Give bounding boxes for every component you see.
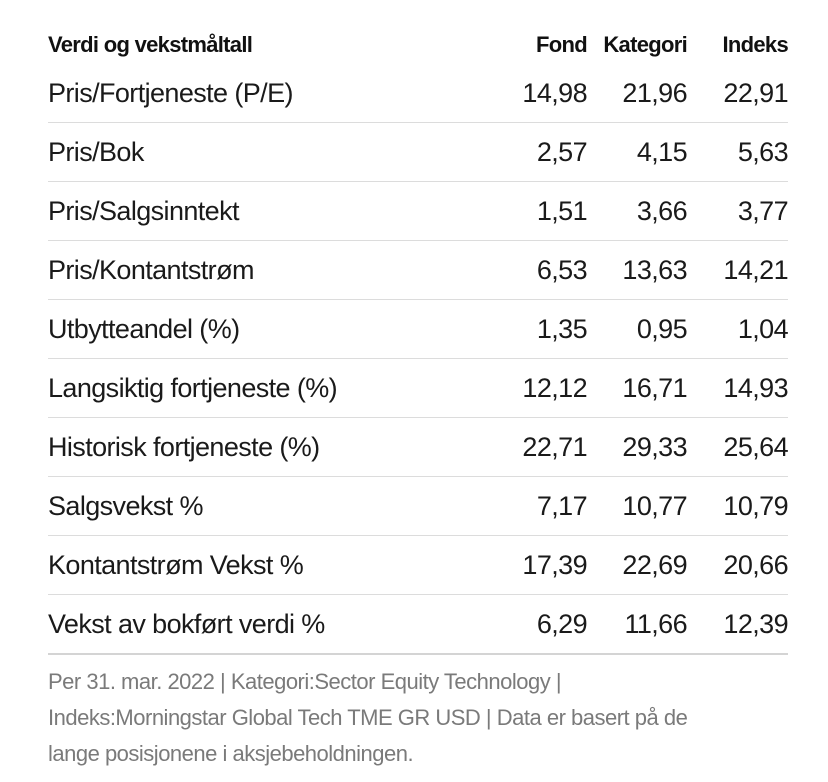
table-row: Historisk fortjeneste (%) 22,71 29,33 25… (48, 418, 789, 477)
table-row: Pris/Bok 2,57 4,15 5,63 (48, 123, 789, 182)
fund-value: 6,29 (536, 608, 588, 639)
row-label: Pris/Kontantstrøm (48, 254, 254, 285)
header-index: Indeks (722, 32, 789, 57)
table-row: Pris/Salgsinntekt 1,51 3,66 3,77 (48, 182, 789, 241)
header-category: Kategori (603, 32, 687, 57)
header-label: Verdi og vekstmåltall (48, 32, 253, 57)
fund-value: 12,12 (522, 372, 587, 403)
category-value: 3,66 (636, 195, 688, 226)
category-value: 29,33 (622, 431, 687, 462)
fund-value: 22,71 (522, 431, 587, 462)
index-value: 10,79 (723, 490, 788, 521)
row-label: Vekst av bokført verdi % (48, 608, 325, 639)
index-value: 22,91 (723, 77, 788, 108)
category-value: 11,66 (624, 608, 687, 639)
fund-value: 1,35 (536, 313, 588, 344)
fund-value: 6,53 (536, 254, 588, 285)
category-value: 4,15 (636, 136, 688, 167)
row-label: Pris/Fortjeneste (P/E) (48, 77, 293, 108)
index-value: 1,04 (737, 313, 789, 344)
row-label: Langsiktig fortjeneste (%) (48, 372, 338, 403)
table-row: Langsiktig fortjeneste (%) 12,12 16,71 1… (48, 359, 789, 418)
table-row: Pris/Fortjeneste (P/E) 14,98 21,96 22,91 (48, 64, 789, 123)
header-fund: Fond (536, 32, 588, 57)
table-header-row: Verdi og vekstmåltall Fond Kategori Inde… (48, 28, 789, 64)
row-label: Pris/Salgsinntekt (48, 195, 239, 226)
table-row: Utbytteandel (%) 1,35 0,95 1,04 (48, 300, 789, 359)
fund-value: 7,17 (536, 490, 588, 521)
index-value: 20,66 (723, 549, 788, 580)
index-value: 5,63 (737, 136, 789, 167)
index-value: 12,39 (723, 608, 788, 639)
index-value: 25,64 (723, 431, 788, 462)
table-row: Kontantstrøm Vekst % 17,39 22,69 20,66 (48, 536, 789, 595)
row-label: Pris/Bok (48, 136, 144, 167)
category-value: 21,96 (622, 77, 687, 108)
category-value: 10,77 (622, 490, 687, 521)
fund-value: 1,51 (536, 195, 588, 226)
row-label: Kontantstrøm Vekst % (48, 549, 304, 580)
footnote-line: lange posisjonene i aksjebeholdningen. (48, 741, 414, 766)
table-row: Vekst av bokført verdi % 6,29 11,66 12,3… (48, 595, 789, 655)
category-value: 22,69 (622, 549, 687, 580)
category-value: 13,63 (622, 254, 687, 285)
index-value: 14,93 (723, 372, 788, 403)
valuation-table: Verdi og vekstmåltall Fond Kategori Inde… (48, 28, 789, 655)
table-row: Pris/Kontantstrøm 6,53 13,63 14,21 (48, 241, 789, 300)
index-value: 3,77 (737, 195, 789, 226)
index-value: 14,21 (723, 254, 788, 285)
footnote: Per 31. mar. 2022 | Kategori:Sector Equi… (48, 664, 788, 772)
row-label: Salgsvekst % (48, 490, 203, 521)
category-value: 0,95 (636, 313, 688, 344)
category-value: 16,71 (622, 372, 687, 403)
fund-value: 17,39 (522, 549, 587, 580)
footnote-line: Indeks:Morningstar Global Tech TME GR US… (48, 705, 688, 730)
fund-value: 14,98 (522, 77, 587, 108)
fund-value: 2,57 (536, 136, 588, 167)
table-row: Salgsvekst % 7,17 10,77 10,79 (48, 477, 789, 536)
row-label: Utbytteandel (%) (48, 313, 240, 344)
row-label: Historisk fortjeneste (%) (48, 431, 320, 462)
footnote-line: Per 31. mar. 2022 | Kategori:Sector Equi… (48, 669, 562, 694)
